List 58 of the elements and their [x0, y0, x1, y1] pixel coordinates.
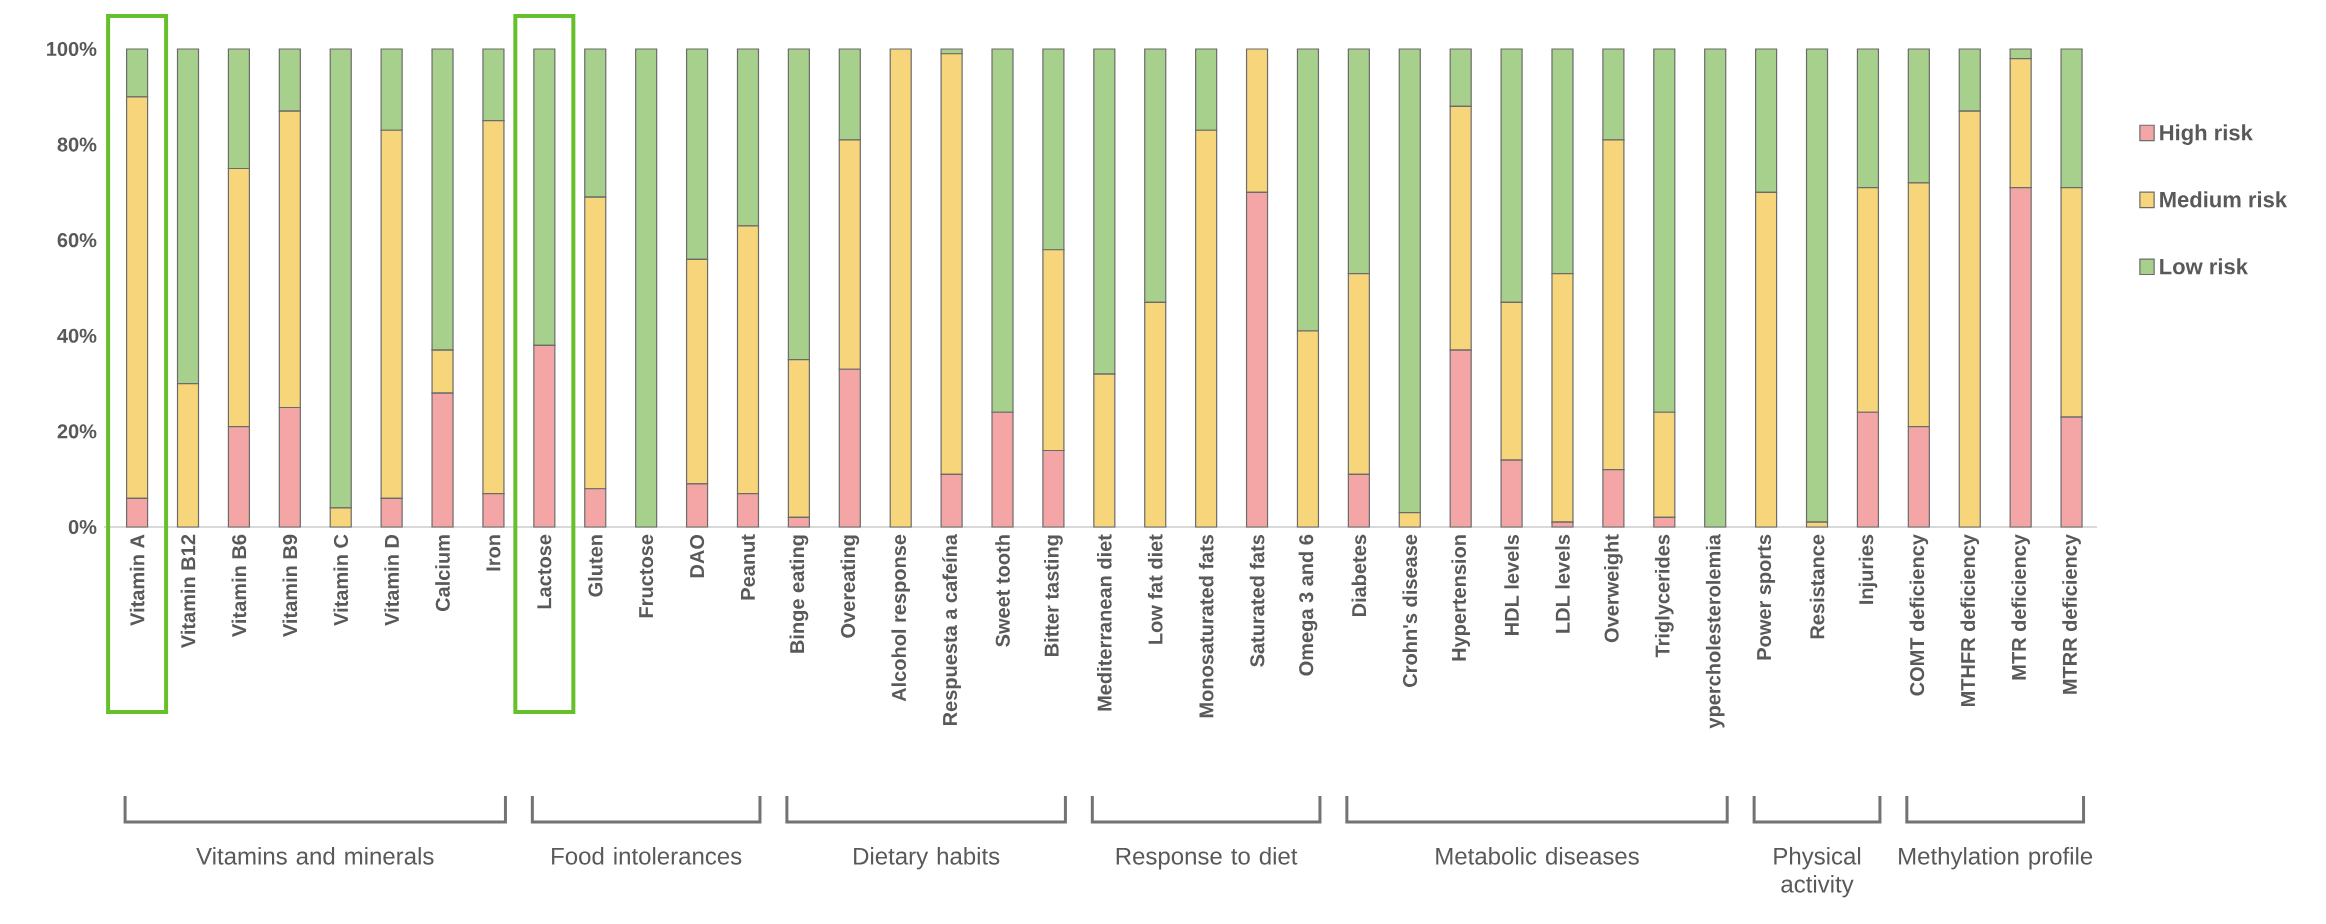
x-tick-label: Hypertension	[1451, 535, 1470, 661]
x-tick-label: LDL levels	[1555, 534, 1570, 633]
text: Methylation profile	[1899, 847, 2093, 870]
x-tick-label: Gluten	[587, 535, 603, 597]
legend-label: High risk	[2160, 124, 2253, 145]
x-tick-label: COMT deficiency	[1909, 534, 1929, 696]
x-tick-label: Overeating	[840, 535, 860, 638]
x-tick-label: Iron	[486, 535, 501, 571]
text: Dietary habits	[854, 847, 1000, 870]
x-tick-label: Vitamin C	[333, 534, 349, 626]
x-tick-label: Diabetes	[1351, 534, 1367, 617]
x-tick-label: Triglycerides	[1654, 534, 1674, 658]
x-tick-label: Alcohol response	[891, 534, 911, 702]
x-tick-label: Respuesta a cafeína	[942, 533, 961, 726]
x-tick-label: Omega 3 and 6	[1298, 534, 1318, 676]
x-tick-label: DAO	[689, 534, 705, 578]
x-tick-label: Bitter tasting	[1044, 535, 1063, 657]
x-tick-label: Calcium	[435, 535, 450, 612]
legend-label: Low risk	[2160, 258, 2248, 275]
text: Vitamins and minerals	[196, 847, 434, 865]
x-tick-label: Low fat diet	[1147, 534, 1163, 644]
text: Response to diet	[1116, 847, 1298, 870]
x-tick-label: Lactose	[537, 534, 552, 609]
y-tick-label: 60%	[57, 233, 97, 248]
x-tick-label: Vitamin B9	[282, 534, 298, 637]
y-tick-label: 80%	[57, 137, 97, 152]
x-tick-label: Injuries	[1858, 534, 1878, 604]
x-tick-label: Monosaturated fats	[1198, 534, 1214, 718]
x-tick-label: MTHFR deficiency	[1960, 534, 1980, 707]
x-tick-label: HDL levels	[1504, 534, 1519, 635]
x-tick-label: Vitamin B12	[180, 534, 196, 649]
x-tick-label: Mediterranean diet	[1096, 534, 1112, 711]
y-tick-label: 0%	[68, 519, 97, 535]
x-tick-label: MTR deficiency	[2011, 534, 2030, 680]
text: Metabolic diseases	[1436, 847, 1639, 865]
bar	[635, 48, 658, 528]
text: Food intolerances	[552, 847, 742, 865]
x-tick-label: Vitamin A	[129, 534, 145, 626]
x-tick-label: Crohn's disease	[1402, 534, 1418, 687]
y-tick-label: 100%	[47, 41, 97, 57]
x-tick-label: Overweight	[1604, 534, 1623, 643]
y-tick-label: 20%	[57, 424, 97, 439]
x-tick-label: Resistance	[1809, 534, 1825, 639]
bar	[889, 48, 912, 528]
text: Physical activity	[1774, 847, 1861, 898]
x-tick-label: Saturated fats	[1249, 534, 1265, 667]
x-tick-label: Peanut	[740, 534, 755, 600]
x-tick-label: Vitamin D	[384, 534, 399, 626]
x-tick-label: Fructose	[639, 534, 654, 618]
x-tick-label: MTRR deficiency	[2062, 534, 2081, 694]
x-tick-label: Power sports	[1757, 534, 1776, 660]
bar	[1704, 48, 1727, 528]
x-tick-label: Sweet tooth	[995, 535, 1010, 647]
y-tick-label: 40%	[57, 328, 97, 343]
x-tick-label: Vitamin B6	[231, 534, 247, 637]
x-tick-label: Binge eating	[789, 535, 809, 653]
legend-label: Medium risk	[2160, 191, 2288, 208]
x-tick-label: ypercholesterolemia	[1705, 533, 1725, 729]
